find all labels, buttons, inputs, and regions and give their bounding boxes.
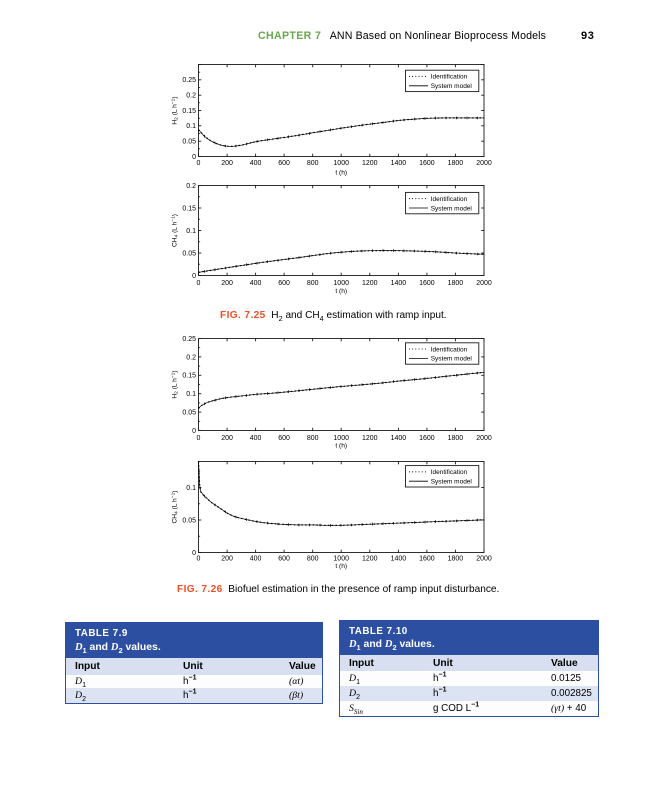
svg-text:400: 400 (250, 160, 262, 167)
svg-text:600: 600 (278, 160, 290, 167)
svg-text:0: 0 (192, 428, 196, 435)
svg-text:1200: 1200 (362, 280, 378, 287)
svg-text:2000: 2000 (476, 280, 492, 287)
svg-text:t (h): t (h) (335, 443, 347, 450)
svg-text:1800: 1800 (448, 280, 464, 287)
svg-text:0.15: 0.15 (182, 373, 196, 380)
svg-text:600: 600 (278, 280, 290, 287)
svg-text:t (h): t (h) (335, 288, 347, 295)
svg-text:System model: System model (431, 205, 473, 212)
svg-text:1200: 1200 (362, 555, 378, 562)
svg-text:400: 400 (250, 435, 262, 442)
svg-text:1000: 1000 (333, 555, 349, 562)
svg-text:1000: 1000 (333, 435, 349, 442)
svg-text:Identification: Identification (431, 469, 468, 476)
svg-text:0.2: 0.2 (186, 354, 196, 361)
svg-text:1600: 1600 (419, 280, 435, 287)
svg-text:2000: 2000 (476, 555, 492, 562)
svg-text:800: 800 (307, 435, 319, 442)
svg-text:1400: 1400 (391, 555, 407, 562)
svg-text:200: 200 (221, 160, 233, 167)
svg-text:0.05: 0.05 (182, 410, 196, 417)
svg-text:H2 (L h−1): H2 (L h−1) (171, 96, 180, 124)
svg-text:t (h): t (h) (335, 170, 347, 177)
svg-text:H2 (L h−1): H2 (L h−1) (171, 370, 180, 398)
svg-text:0.15: 0.15 (182, 108, 196, 115)
svg-text:0.1: 0.1 (186, 123, 196, 130)
svg-text:0: 0 (192, 273, 196, 280)
svg-text:System model: System model (431, 356, 473, 363)
svg-text:1800: 1800 (448, 435, 464, 442)
svg-text:200: 200 (221, 280, 233, 287)
svg-text:0.05: 0.05 (182, 250, 196, 257)
svg-text:800: 800 (307, 555, 319, 562)
svg-text:1800: 1800 (448, 160, 464, 167)
svg-text:0.15: 0.15 (182, 205, 196, 212)
svg-text:600: 600 (278, 555, 290, 562)
svg-text:0: 0 (197, 280, 201, 287)
svg-text:System model: System model (431, 83, 473, 90)
svg-text:1400: 1400 (391, 280, 407, 287)
svg-text:200: 200 (221, 555, 233, 562)
svg-text:1200: 1200 (362, 435, 378, 442)
svg-text:0.25: 0.25 (182, 336, 196, 343)
svg-text:1000: 1000 (333, 160, 349, 167)
svg-text:1600: 1600 (419, 160, 435, 167)
svg-text:1400: 1400 (391, 435, 407, 442)
svg-text:600: 600 (278, 435, 290, 442)
svg-text:0.1: 0.1 (186, 485, 196, 492)
svg-text:0.1: 0.1 (186, 228, 196, 235)
svg-text:0: 0 (197, 160, 201, 167)
svg-text:CH4 (L h−1): CH4 (L h−1) (171, 214, 180, 247)
svg-text:0.1: 0.1 (186, 391, 196, 398)
svg-text:0.05: 0.05 (182, 517, 196, 524)
svg-text:Identification: Identification (431, 74, 468, 81)
svg-text:1000: 1000 (333, 280, 349, 287)
svg-text:System model: System model (431, 479, 473, 486)
svg-text:1200: 1200 (362, 160, 378, 167)
svg-text:0: 0 (197, 435, 201, 442)
svg-text:0.25: 0.25 (182, 77, 196, 84)
svg-text:800: 800 (307, 160, 319, 167)
svg-text:2000: 2000 (476, 435, 492, 442)
svg-text:Identification: Identification (431, 346, 468, 353)
svg-text:1400: 1400 (391, 160, 407, 167)
svg-text:Identification: Identification (431, 196, 468, 203)
svg-text:400: 400 (250, 280, 262, 287)
svg-text:CH4 (L h−1): CH4 (L h−1) (171, 491, 180, 524)
svg-text:200: 200 (221, 435, 233, 442)
svg-text:1600: 1600 (419, 435, 435, 442)
svg-text:0.05: 0.05 (182, 139, 196, 146)
svg-text:1600: 1600 (419, 555, 435, 562)
svg-text:0.2: 0.2 (186, 183, 196, 190)
svg-text:0.2: 0.2 (186, 93, 196, 100)
svg-text:t (h): t (h) (335, 563, 347, 570)
svg-text:0: 0 (197, 555, 201, 562)
svg-text:2000: 2000 (476, 160, 492, 167)
svg-text:0: 0 (192, 550, 196, 557)
svg-text:400: 400 (250, 555, 262, 562)
svg-text:1800: 1800 (448, 555, 464, 562)
svg-text:800: 800 (307, 280, 319, 287)
svg-text:0: 0 (192, 154, 196, 161)
